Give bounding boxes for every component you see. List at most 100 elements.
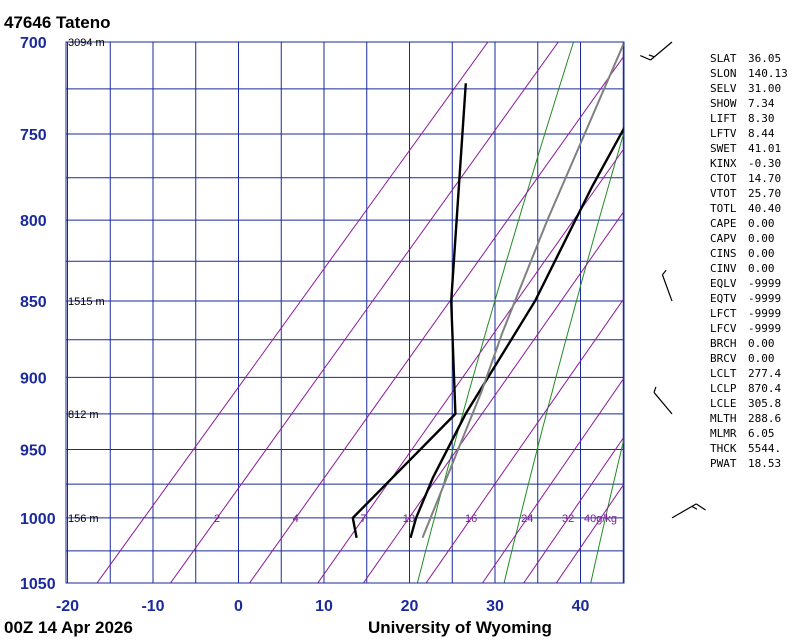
index-row: SLON 140.13 (710, 66, 800, 81)
temperature-tick-label: -10 (141, 598, 164, 615)
mixing-ratio-line (362, 210, 624, 583)
index-key: SWET (710, 142, 737, 155)
mixing-ratio-line (425, 297, 624, 583)
index-value: 305.8 (748, 397, 782, 410)
dry-adiabat (590, 436, 624, 583)
mixing-ratio-label: 2 (214, 513, 220, 525)
index-key: BRCH (710, 337, 737, 350)
pressure-tick-label: 850 (20, 294, 47, 311)
mixing-ratio-label: 7 (360, 513, 366, 525)
wind-barb (653, 386, 673, 415)
index-value: 14.70 (748, 172, 782, 185)
index-row: SHOW 7.34 (710, 96, 800, 111)
index-row: SLAT 36.05 (710, 51, 800, 66)
barb-staff (653, 392, 673, 415)
height-label: 156 m (68, 513, 99, 525)
index-row: MLTH 288.6 (710, 411, 800, 426)
index-value: 8.30 (748, 112, 775, 125)
index-row: LFCV -9999 (710, 321, 800, 336)
temperature-tick-label: 10 (315, 598, 333, 615)
dewpoint-line (351, 83, 467, 539)
index-value: 8.44 (748, 127, 775, 140)
temperature-tick-label: 20 (401, 598, 419, 615)
index-key: MLTH (710, 412, 737, 425)
index-value: 41.01 (748, 142, 782, 155)
index-value: 0.00 (748, 217, 775, 230)
index-row: LFTV 8.44 (710, 126, 800, 141)
mixing-ratio-line (523, 436, 624, 583)
barb-half-flag (648, 54, 655, 58)
temperature-tick-label: -20 (56, 598, 79, 615)
index-row: PWAT 18.53 (710, 456, 800, 471)
sounding-curves (351, 42, 624, 539)
mixing-ratio-line (169, 42, 559, 583)
index-value: -9999 (748, 292, 782, 305)
index-value: 40.40 (748, 202, 782, 215)
barb-half-flag (661, 269, 667, 276)
station-title: 47646 Tateno (4, 13, 110, 32)
index-key: LCLT (710, 367, 737, 380)
index-row: CAPE 0.00 (710, 216, 800, 231)
index-value: -9999 (748, 322, 782, 335)
dry-adiabat (416, 42, 575, 583)
index-row: LIFT 8.30 (710, 111, 800, 126)
wind-barbs (640, 41, 706, 519)
index-row: KINX -0.30 (710, 156, 800, 171)
index-value: 7.34 (748, 97, 775, 110)
barb-half-flag (691, 505, 698, 510)
chart-grid (66, 42, 624, 583)
index-value: 0.00 (748, 337, 775, 350)
index-value: 140.13 (748, 67, 788, 80)
index-key: PWAT (710, 457, 737, 470)
index-row: VTOT 25.70 (710, 186, 800, 201)
index-row: LCLP 870.4 (710, 381, 800, 396)
index-row: EQLV -9999 (710, 276, 800, 291)
index-value: 36.05 (748, 52, 782, 65)
index-key: THCK (710, 442, 737, 455)
index-row: BRCV 0.00 (710, 351, 800, 366)
axis-labels: 700 750 800 850 900 950 1000 1050-20 -10 0 10 20 30 4… (20, 35, 617, 615)
pressure-tick-label: 1050 (20, 576, 56, 593)
barb-flag (695, 503, 706, 511)
index-value: 0.00 (748, 262, 775, 275)
mixing-ratio-label: 24 (521, 513, 533, 525)
index-key: CINV (710, 262, 737, 275)
mixing-ratio-line (96, 42, 489, 583)
index-key: CAPE (710, 217, 737, 230)
index-key: CINS (710, 247, 737, 260)
index-row: CTOT 14.70 (710, 171, 800, 186)
barb-staff (661, 274, 673, 302)
index-key: MLMR (710, 427, 737, 440)
index-value: -0.30 (748, 157, 782, 170)
index-value: 18.53 (748, 457, 782, 470)
index-value: 25.70 (748, 187, 782, 200)
stability-indices: SLAT 36.05 SLON 140.13 SELV 31.00 SHOW 7.34 LIFT… (710, 51, 800, 471)
index-row: CINV 0.00 (710, 261, 800, 276)
mixing-ratio-line (248, 55, 624, 583)
index-row: LCLT 277.4 (710, 366, 800, 381)
barb-staff (650, 41, 673, 61)
barb-half-flag (653, 386, 657, 393)
temperature-tick-label: 30 (486, 598, 504, 615)
index-value: 6.05 (748, 427, 775, 440)
height-label: 1515 m (68, 296, 105, 308)
barb-staff (671, 503, 697, 519)
temperature-line (409, 125, 624, 539)
mixing-ratio-label: 16 (465, 513, 477, 525)
index-row: MLMR 6.05 (710, 426, 800, 441)
index-key: LFCT (710, 307, 737, 320)
index-key: LCLE (710, 397, 737, 410)
index-value: 5544. (748, 442, 782, 455)
pressure-tick-label: 800 (20, 213, 47, 230)
index-key: VTOT (710, 187, 737, 200)
index-row: LCLE 305.8 (710, 396, 800, 411)
index-row: BRCH 0.00 (710, 336, 800, 351)
wind-barb (661, 269, 673, 302)
parcel-line (421, 42, 624, 539)
index-row: CAPV 0.00 (710, 231, 800, 246)
index-key: EQLV (710, 277, 737, 290)
index-key: TOTL (710, 202, 737, 215)
index-row: SELV 31.00 (710, 81, 800, 96)
index-row: SWET 41.01 (710, 141, 800, 156)
